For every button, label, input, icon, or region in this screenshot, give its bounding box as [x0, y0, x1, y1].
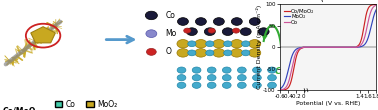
Circle shape — [268, 75, 276, 81]
Co/MoO₂ — [277, 90, 282, 91]
Co/MoO₂ — [284, 88, 289, 90]
Co — [365, 26, 369, 27]
Co/MoO₂ — [367, 6, 372, 7]
Circle shape — [177, 67, 186, 73]
MoO₂ — [373, 12, 377, 13]
Circle shape — [188, 41, 196, 47]
Circle shape — [192, 67, 201, 73]
Y-axis label: Current Density (mA cm⁻²): Current Density (mA cm⁻²) — [256, 5, 262, 89]
Circle shape — [222, 28, 233, 36]
Circle shape — [213, 49, 225, 57]
Circle shape — [177, 49, 189, 57]
MoO₂ — [374, 9, 378, 11]
Circle shape — [213, 40, 225, 48]
Line: Co/MoO₂: Co/MoO₂ — [280, 5, 376, 90]
Circle shape — [177, 82, 186, 88]
Circle shape — [242, 50, 250, 56]
Text: Co: Co — [66, 100, 76, 109]
Circle shape — [258, 28, 269, 36]
X-axis label: Potential (V vs. RHE): Potential (V vs. RHE) — [296, 101, 360, 106]
Co — [363, 35, 367, 37]
Circle shape — [249, 40, 261, 48]
Co — [295, 50, 300, 51]
Circle shape — [224, 41, 232, 47]
Circle shape — [195, 49, 207, 57]
Co/MoO₂ — [295, 52, 300, 54]
Circle shape — [242, 41, 250, 47]
Circle shape — [237, 75, 246, 81]
MoO₂ — [365, 40, 369, 41]
Circle shape — [204, 28, 215, 36]
Line: MoO₂: MoO₂ — [280, 10, 376, 89]
Circle shape — [222, 82, 231, 88]
Text: C: C — [274, 67, 281, 76]
Co/MoO₂ — [363, 20, 367, 21]
Circle shape — [177, 40, 189, 48]
Circle shape — [253, 75, 261, 81]
Circle shape — [222, 75, 231, 81]
Circle shape — [184, 28, 191, 33]
Circle shape — [146, 30, 157, 38]
Circle shape — [268, 67, 276, 73]
Text: Co: Co — [166, 11, 176, 20]
Co/MoO₂ — [365, 10, 369, 12]
Co/MoO₂ — [374, 4, 378, 5]
Circle shape — [192, 82, 201, 88]
FancyBboxPatch shape — [54, 101, 62, 107]
Circle shape — [186, 28, 197, 36]
Circle shape — [207, 67, 216, 73]
Circle shape — [222, 67, 231, 73]
Circle shape — [195, 40, 207, 48]
Circle shape — [207, 75, 216, 81]
Text: Mo: Mo — [166, 29, 177, 38]
Circle shape — [237, 82, 246, 88]
Circle shape — [206, 50, 214, 56]
Text: Co/MoO₂: Co/MoO₂ — [3, 107, 40, 110]
Legend: Co/MoO₂, MoO₂, Co: Co/MoO₂, MoO₂, Co — [284, 8, 315, 26]
Circle shape — [249, 18, 260, 25]
MoO₂ — [367, 32, 372, 33]
Circle shape — [253, 67, 261, 73]
Circle shape — [214, 18, 224, 25]
Circle shape — [206, 41, 214, 47]
Circle shape — [240, 28, 251, 36]
Circle shape — [231, 40, 243, 48]
Circle shape — [232, 28, 240, 33]
Circle shape — [178, 18, 188, 25]
Circle shape — [177, 75, 186, 81]
Circle shape — [145, 11, 157, 20]
Co — [374, 5, 378, 6]
Circle shape — [146, 48, 156, 55]
Co — [367, 14, 372, 16]
Circle shape — [188, 50, 196, 56]
Circle shape — [192, 75, 201, 81]
Circle shape — [253, 82, 261, 88]
Text: MoO₂: MoO₂ — [98, 100, 118, 109]
MoO₂ — [284, 76, 289, 77]
FancyBboxPatch shape — [86, 101, 94, 107]
MoO₂ — [295, 48, 300, 49]
Co — [373, 5, 377, 6]
Circle shape — [195, 18, 206, 25]
Co/MoO₂ — [373, 4, 377, 5]
MoO₂ — [277, 88, 282, 90]
Co — [284, 86, 289, 87]
Circle shape — [208, 28, 215, 33]
Line: Co: Co — [280, 5, 376, 90]
Co — [277, 89, 282, 91]
Text: ⌇: ⌇ — [320, 0, 324, 4]
MoO₂ — [363, 43, 367, 45]
Polygon shape — [31, 27, 56, 43]
Circle shape — [268, 82, 276, 88]
Text: O: O — [166, 47, 172, 56]
Circle shape — [249, 49, 261, 57]
Circle shape — [237, 67, 246, 73]
Circle shape — [231, 49, 243, 57]
Circle shape — [207, 82, 216, 88]
Circle shape — [224, 50, 232, 56]
Circle shape — [231, 18, 242, 25]
